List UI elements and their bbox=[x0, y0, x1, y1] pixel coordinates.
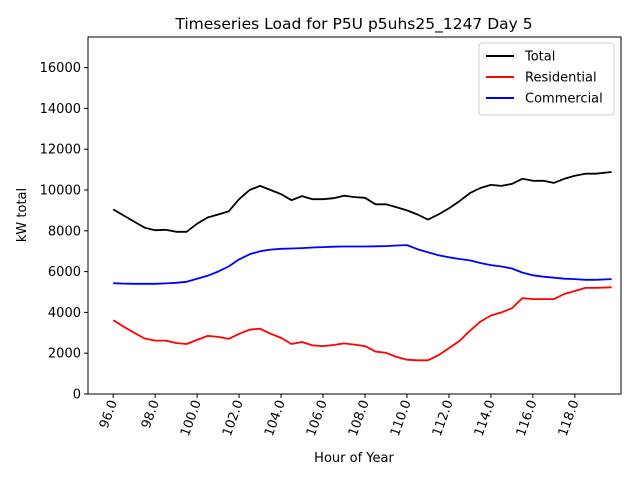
x-axis-label: Hour of Year bbox=[314, 451, 394, 466]
x-tick-label: 112.0 bbox=[430, 398, 457, 438]
y-tick-label: 16000 bbox=[40, 61, 81, 76]
legend-label-residential: Residential bbox=[525, 71, 597, 86]
x-tick-label: 108.0 bbox=[346, 398, 373, 438]
x-tick-label: 100.0 bbox=[178, 398, 205, 438]
x-tick-label: 98.0 bbox=[139, 398, 163, 430]
x-tick-label: 118.0 bbox=[556, 398, 583, 438]
x-axis-ticks: 96.0 98.0 100.0 102.0 104.0 106.0 108.0 110.0 11… bbox=[97, 394, 583, 438]
legend: Total Residential Commercial bbox=[478, 42, 615, 116]
y-axis-label: kW total bbox=[15, 188, 30, 242]
series-line-commercial bbox=[113, 244, 612, 285]
y-tick-label: 6000 bbox=[48, 265, 81, 280]
legend-label-commercial: Commercial bbox=[525, 92, 603, 107]
y-tick-label: 2000 bbox=[48, 347, 81, 362]
y-tick-label: 10000 bbox=[40, 184, 81, 199]
series-line-total bbox=[112, 171, 612, 233]
y-tick-label: 8000 bbox=[48, 224, 81, 239]
legend-label-total: Total bbox=[524, 50, 555, 65]
y-tick-label: 0 bbox=[73, 388, 81, 403]
y-axis-ticks: 0 2000 4000 6000 8000 10000 12000 14000 16000 bbox=[40, 61, 88, 403]
x-tick-label: 106.0 bbox=[304, 398, 331, 438]
x-tick-label: 96.0 bbox=[97, 398, 121, 430]
series-line-residential bbox=[112, 286, 612, 362]
x-tick-label: 114.0 bbox=[472, 398, 499, 438]
x-tick-label: 102.0 bbox=[220, 398, 247, 438]
chart-title: Timeseries Load for P5U p5uhs25_1247 Day… bbox=[174, 15, 532, 34]
data-lines bbox=[112, 171, 612, 362]
x-tick-label: 104.0 bbox=[262, 398, 289, 438]
x-tick-label: 116.0 bbox=[514, 398, 541, 438]
y-tick-label: 12000 bbox=[40, 143, 81, 158]
x-tick-label: 110.0 bbox=[388, 398, 415, 438]
y-tick-label: 14000 bbox=[40, 102, 81, 117]
plot-frame bbox=[87, 36, 622, 395]
y-tick-label: 4000 bbox=[48, 306, 81, 321]
